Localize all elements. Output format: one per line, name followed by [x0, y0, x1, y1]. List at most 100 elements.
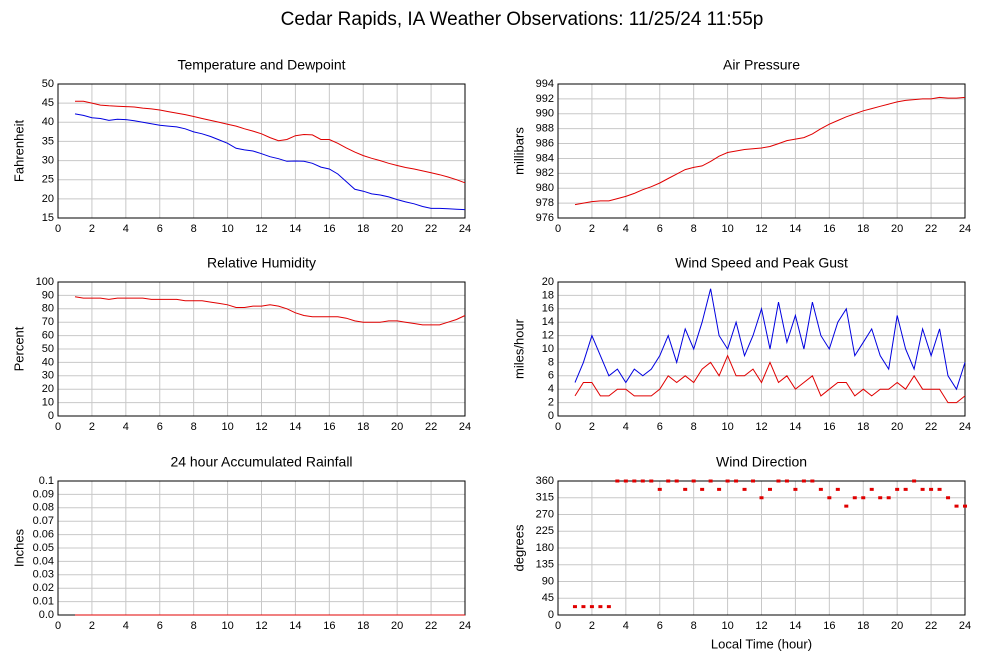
x-tick-label: 0 — [55, 421, 61, 433]
point — [844, 504, 849, 508]
point — [674, 479, 679, 483]
y-tick-label: 990 — [536, 108, 554, 120]
x-tick-label: 18 — [357, 421, 369, 433]
chart-title: Air Pressure — [723, 57, 800, 73]
y-tick-label: 135 — [536, 559, 554, 571]
x-tick-label: 12 — [255, 620, 267, 632]
point — [666, 479, 671, 483]
point — [903, 487, 908, 491]
x-tick-label: 22 — [425, 620, 437, 632]
y-tick-label: 0.05 — [33, 542, 54, 554]
y-tick-label: 35 — [42, 135, 54, 147]
point — [649, 479, 654, 483]
x-tick-label: 10 — [721, 223, 733, 235]
x-tick-label: 2 — [89, 223, 95, 235]
y-tick-label: 180 — [536, 542, 554, 554]
plot-frame — [57, 281, 466, 417]
y-tick-label: 0 — [48, 410, 54, 422]
y-axis-label: degrees — [511, 524, 526, 571]
point — [937, 487, 942, 491]
point — [869, 487, 874, 491]
y-tick-label: 15 — [42, 212, 54, 224]
point — [793, 487, 798, 491]
y-tick-label: 225 — [536, 525, 554, 537]
y-tick-label: 16 — [542, 303, 554, 315]
x-tick-label: 16 — [323, 620, 335, 632]
x-tick-label: 18 — [357, 620, 369, 632]
point — [861, 496, 866, 500]
point — [759, 496, 764, 500]
y-tick-label: 25 — [42, 174, 54, 186]
x-tick-label: 16 — [823, 620, 835, 632]
point — [929, 487, 934, 491]
y-tick-label: 0.1 — [39, 475, 54, 487]
x-tick-label: 2 — [89, 421, 95, 433]
chart-title: Wind Speed and Peak Gust — [675, 255, 848, 271]
point — [632, 479, 637, 483]
chart-title: Relative Humidity — [207, 255, 316, 271]
point — [751, 479, 756, 483]
y-axis-label: Percent — [11, 326, 26, 371]
x-tick-label: 4 — [623, 421, 629, 433]
point — [946, 496, 951, 500]
x-tick-label: 4 — [123, 620, 129, 632]
y-tick-label: 0.02 — [33, 582, 54, 594]
point — [725, 479, 730, 483]
y-tick-label: 270 — [536, 508, 554, 520]
x-tick-label: 2 — [589, 223, 595, 235]
x-tick-label: 22 — [925, 223, 937, 235]
x-tick-label: 8 — [691, 223, 697, 235]
y-tick-label: 90 — [42, 289, 54, 301]
chart-title: Wind Direction — [716, 454, 807, 470]
x-tick-label: 10 — [721, 620, 733, 632]
x-tick-label: 8 — [691, 620, 697, 632]
point — [615, 479, 620, 483]
x-tick-label: 6 — [657, 223, 663, 235]
y-tick-label: 20 — [42, 383, 54, 395]
y-tick-label: 50 — [42, 78, 54, 90]
point — [589, 605, 594, 609]
x-tick-label: 22 — [425, 223, 437, 235]
y-tick-label: 30 — [42, 154, 54, 166]
x-tick-label: 24 — [959, 620, 971, 632]
point — [742, 487, 747, 491]
point — [827, 496, 832, 500]
x-tick-label: 6 — [157, 421, 163, 433]
x-tick-label: 14 — [289, 620, 301, 632]
x-tick-label: 6 — [657, 421, 663, 433]
x-tick-label: 16 — [823, 421, 835, 433]
x-tick-label: 10 — [221, 421, 233, 433]
x-tick-label: 24 — [459, 421, 471, 433]
x-tick-label: 20 — [391, 223, 403, 235]
plot-frame — [57, 83, 466, 219]
x-tick-label: 12 — [255, 421, 267, 433]
x-tick-label: 16 — [323, 223, 335, 235]
point — [606, 605, 611, 609]
x-tick-label: 20 — [391, 620, 403, 632]
x-tick-label: 16 — [823, 223, 835, 235]
y-tick-label: 360 — [536, 475, 554, 487]
y-tick-label: 0.01 — [33, 596, 54, 608]
point — [683, 487, 688, 491]
point — [717, 487, 722, 491]
y-tick-label: 18 — [542, 289, 554, 301]
y-tick-label: 994 — [536, 78, 554, 90]
y-tick-label: 70 — [42, 316, 54, 328]
y-tick-label: 978 — [536, 197, 554, 209]
point — [640, 479, 645, 483]
x-tick-label: 10 — [721, 421, 733, 433]
y-tick-label: 0.07 — [33, 515, 54, 527]
point — [878, 496, 883, 500]
point — [776, 479, 781, 483]
y-tick-label: 45 — [542, 592, 554, 604]
x-tick-label: 14 — [789, 620, 801, 632]
point — [810, 479, 815, 483]
y-tick-label: 0 — [548, 410, 554, 422]
x-tick-label: 16 — [323, 421, 335, 433]
y-tick-label: 980 — [536, 182, 554, 194]
x-tick-label: 8 — [191, 421, 197, 433]
x-tick-label: 4 — [123, 223, 129, 235]
y-tick-label: 0.06 — [33, 529, 54, 541]
x-tick-label: 0 — [555, 421, 561, 433]
point — [895, 487, 900, 491]
